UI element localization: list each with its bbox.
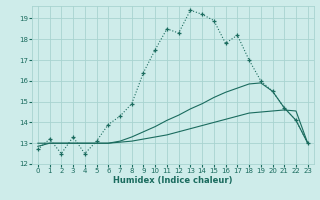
X-axis label: Humidex (Indice chaleur): Humidex (Indice chaleur) bbox=[113, 176, 233, 185]
